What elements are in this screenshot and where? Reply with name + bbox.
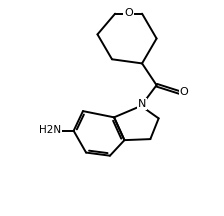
Text: O: O bbox=[124, 8, 133, 18]
Text: H2N: H2N bbox=[39, 125, 61, 135]
Text: O: O bbox=[180, 87, 188, 97]
Text: N: N bbox=[138, 99, 146, 109]
